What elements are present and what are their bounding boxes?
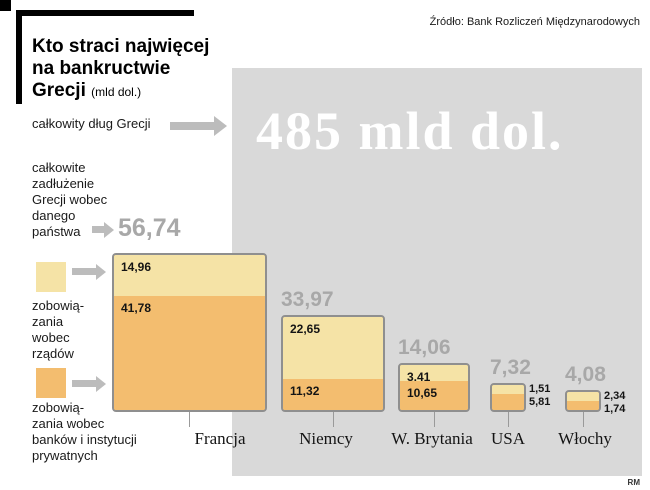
per-country-debt-label: całkowite zadłużenie Grecji wobec danego…	[32, 160, 108, 239]
bar-francja-stack: 14,96 41,78	[112, 253, 267, 412]
wlochy-total-value: 4,08	[565, 363, 606, 386]
bar-niemcy-gov-segment: 22,65	[283, 317, 383, 380]
author-initials: RM	[627, 478, 640, 487]
country-label-wlochy: Włochy	[558, 429, 612, 448]
bar-usa-gov-value: 1,51	[529, 383, 551, 396]
bar-wbrytania-gov-value: 3,41	[407, 369, 431, 381]
bar-wlochy-stack: 2,34 1,74	[565, 390, 625, 415]
bar-wbrytania-banks-value: 10,65	[407, 385, 438, 400]
bar-wlochy-banks-segment	[567, 401, 599, 410]
page-title: Kto straci najwięcej na bankructwie Grec…	[32, 36, 209, 103]
bar-francja-gov-value: 14,96	[121, 260, 152, 275]
arrow-right-icon	[72, 268, 96, 275]
axis-tick-usa	[508, 412, 509, 427]
source-credit: Źródło: Bank Rozliczeń Międzynarodowych	[429, 16, 640, 28]
title-unit: (mld dol.)	[91, 85, 142, 99]
title-text: Kto straci najwięcej na bankructwie Grec…	[32, 36, 210, 101]
legend-swatch-banks	[36, 368, 66, 398]
bar-francja-banks-segment: 41,78	[114, 295, 265, 410]
bar-niemcy-stack: 22,65 11,32	[281, 315, 385, 412]
bar-usa: 7,32 1,51 5,81	[490, 356, 550, 412]
axis-tick-niemcy	[333, 412, 334, 427]
francja-total-value: 56,74	[118, 214, 181, 242]
bar-usa-stack: 1,51 5,81	[490, 383, 550, 412]
bar-wlochy-gov-value: 2,34	[604, 390, 626, 402]
corner-bracket-mark	[16, 10, 194, 104]
bar-francja-banks-value: 41,78	[121, 300, 152, 315]
bar-niemcy-banks-segment: 11,32	[283, 379, 383, 410]
bar-wbrytania-stack: 3,41 10,65	[398, 362, 470, 412]
usa-total-value: 7,32	[490, 356, 531, 380]
bar-usa-gov-segment	[492, 385, 524, 395]
arrow-right-icon	[72, 380, 96, 387]
bar-francja-gov-segment: 14,96	[114, 255, 265, 296]
country-label-niemcy: Niemcy	[299, 429, 353, 448]
wbrytania-total-value: 14,06	[398, 335, 451, 359]
bar-wlochy: 4,08 2,34 1,74	[565, 363, 625, 415]
legend-swatch-governments	[36, 262, 66, 292]
bar-wbrytania-gov-segment: 3,41	[400, 364, 468, 381]
bar-niemcy: 33,97 22,65 11,32	[281, 288, 385, 412]
axis-tick-wbrytania	[434, 412, 435, 427]
corner-square-mark	[0, 0, 11, 11]
bar-wbrytania-banks-segment: 10,65	[400, 380, 468, 410]
bar-niemcy-banks-value: 11,32	[290, 384, 320, 399]
axis-tick-francja	[189, 412, 190, 427]
bar-wlochy-gov-segment	[567, 392, 599, 401]
axis-tick-wlochy	[583, 412, 584, 427]
bar-niemcy-gov-value: 22,65	[290, 322, 321, 337]
bar-usa-side-values: 1,51 5,81	[524, 383, 550, 409]
total-greek-debt-value: 485 mld dol.	[256, 101, 564, 161]
bar-wlochy-side-values: 2,34 1,74	[599, 390, 625, 416]
legend-label-governments: zobowią- zania wobec rządów	[32, 298, 85, 361]
bar-francja: 14,96 41,78	[112, 253, 267, 412]
arrow-right-icon	[92, 226, 104, 233]
total-debt-label: całkowity dług Grecji	[32, 116, 151, 131]
country-label-usa: USA	[490, 429, 526, 448]
legend-label-banks: zobowią- zania wobec banków i instytucji…	[32, 400, 137, 463]
country-label-wbrytania: W. Brytania	[391, 429, 473, 448]
bar-usa-banks-segment	[492, 394, 524, 410]
niemcy-total-value: 33,97	[281, 288, 334, 312]
arrow-right-icon	[170, 122, 214, 130]
country-label-francja: Francja	[194, 429, 246, 448]
bar-usa-banks-value: 5,81	[529, 396, 551, 409]
bar-wlochy-banks-value: 1,74	[604, 403, 626, 415]
bar-wbrytania: 14,06 3,41 10,65	[398, 336, 470, 412]
